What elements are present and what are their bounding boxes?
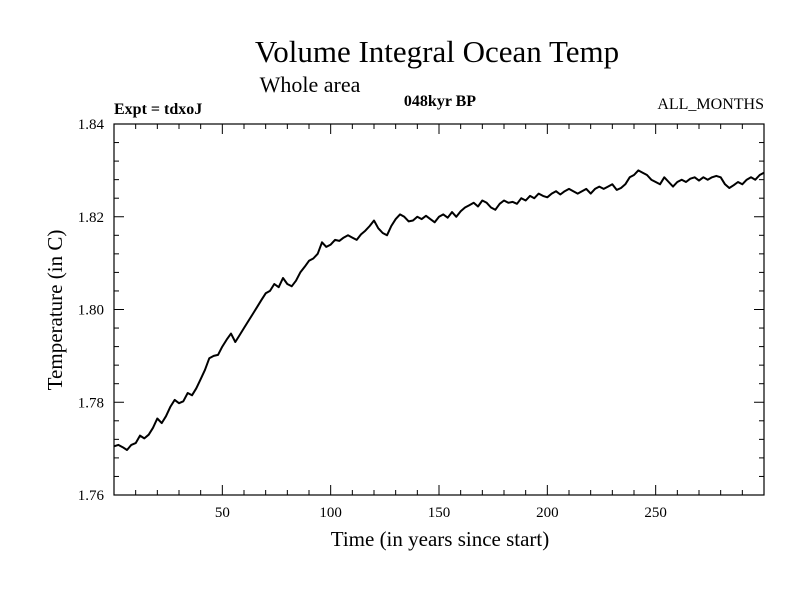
y-axis-label: Temperature (in C) (43, 230, 67, 391)
x-ticks: 50 100 150 200 250 (135, 124, 743, 521)
y-tick-label: 1.82 (78, 210, 104, 226)
series-line-0 (113, 169, 765, 451)
x-tick-label: 200 (536, 505, 559, 521)
chart-title: Volume Integral Ocean Temp (255, 34, 619, 69)
x-tick-label: 150 (428, 505, 451, 521)
plot-area: 50 100 150 200 250 1.76 1.78 1.80 1.82 1.84 (78, 117, 765, 521)
y-tick-label: 1.78 (78, 395, 104, 411)
y-ticks: 1.76 1.78 1.80 1.82 1.84 (78, 117, 764, 504)
period-label: 048kyr BP (404, 93, 476, 110)
chart-subtitle: Whole area (260, 72, 361, 97)
y-tick-label: 1.80 (78, 303, 104, 319)
y-tick-label: 1.76 (78, 488, 105, 504)
series-layer (113, 169, 765, 451)
x-tick-label: 250 (644, 505, 667, 521)
x-tick-label: 100 (319, 505, 342, 521)
y-tick-label: 1.84 (78, 117, 105, 133)
x-tick-label: 50 (215, 505, 230, 521)
months-label: ALL_MONTHS (657, 96, 764, 113)
experiment-label: Expt = tdxoJ (114, 101, 202, 118)
x-axis-label: Time (in years since start) (331, 527, 550, 551)
